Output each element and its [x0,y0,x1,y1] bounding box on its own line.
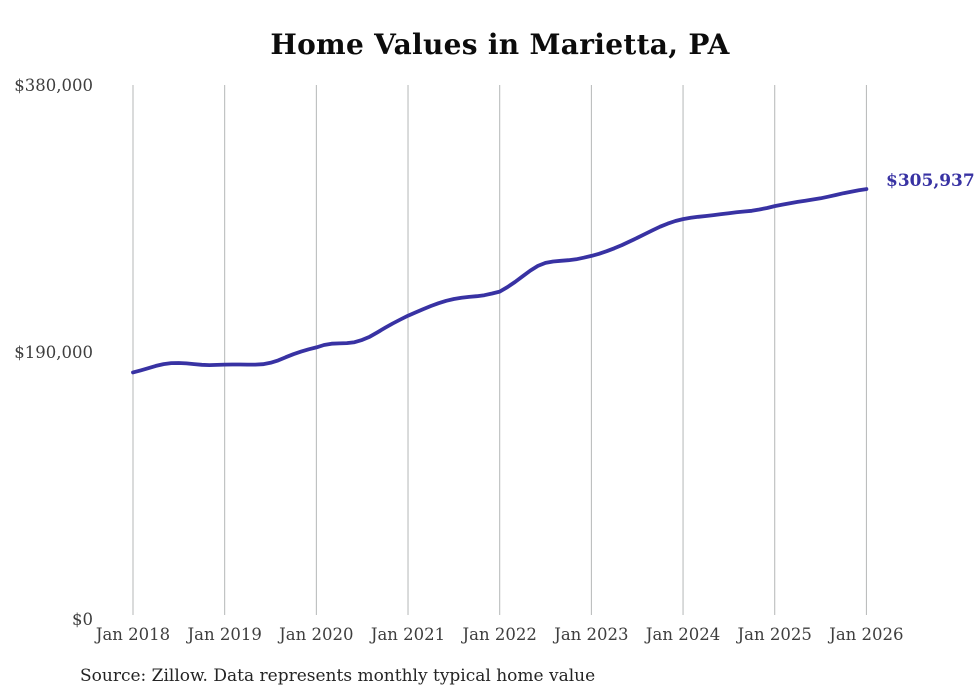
x-tick-label: Jan 2018 [94,625,170,644]
chart-title: Home Values in Marietta, PA [270,28,730,61]
x-tick-label: Jan 2023 [552,625,628,644]
x-tick-label: Jan 2024 [644,625,720,644]
x-tick-label: Jan 2020 [277,625,353,644]
y-tick-label: $190,000 [14,343,93,362]
y-tick-label: $0 [72,610,93,629]
x-tick-label: Jan 2025 [736,625,812,644]
y-tick-label: $380,000 [14,76,93,95]
x-tick-label: Jan 2021 [369,625,445,644]
x-tick-label: Jan 2026 [827,625,903,644]
source-note: Source: Zillow. Data represents monthly … [80,666,596,686]
x-tick-label: Jan 2019 [186,625,262,644]
x-tick-label: Jan 2022 [461,625,537,644]
value-line [131,187,869,375]
latest-value-label: $305,937 [886,171,975,191]
